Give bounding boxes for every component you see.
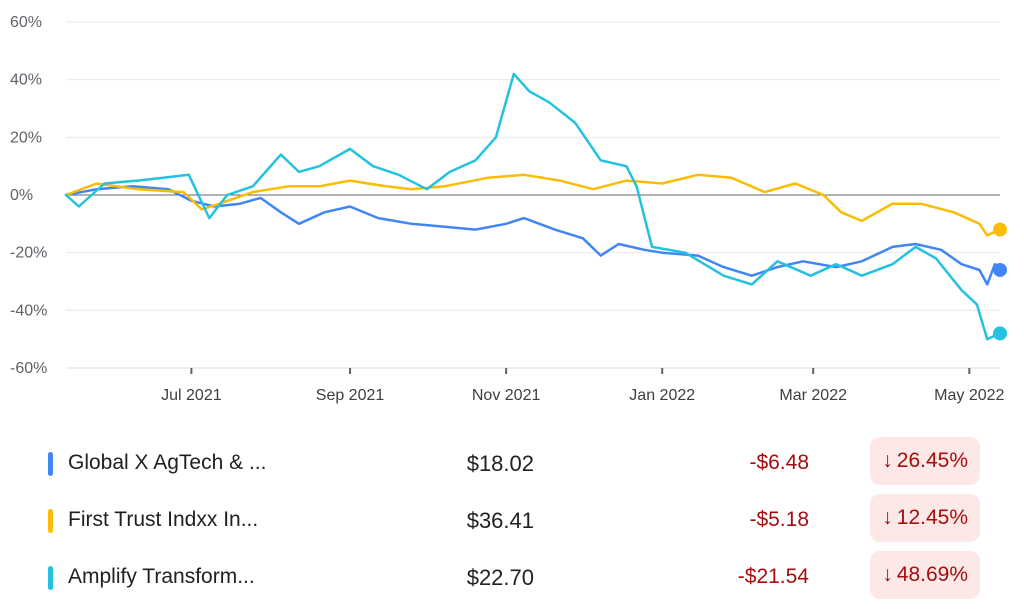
y-tick-label: 20% — [10, 129, 42, 146]
x-tick-label: Nov 2021 — [472, 387, 541, 404]
legend-row[interactable]: Global X AgTech & ... $18.02 -$6.48 ↓ 26… — [0, 432, 1024, 489]
price-change: -$6.48 — [749, 451, 809, 474]
fund-name: Amplify Transform... — [68, 565, 255, 588]
y-tick-label: -40% — [10, 302, 47, 319]
fund-price: $22.70 — [466, 565, 534, 590]
series-end-dot — [993, 326, 1007, 341]
legend-row[interactable]: Amplify Transform... $22.70 -$21.54 ↓ 48… — [0, 546, 1024, 603]
price-change: -$5.18 — [749, 508, 809, 531]
series-color-swatch — [48, 509, 53, 533]
fund-name: First Trust Indxx In... — [68, 508, 259, 531]
fund-price: $36.41 — [466, 508, 534, 533]
series-line — [64, 72, 1002, 341]
down-arrow-icon: ↓ — [882, 563, 893, 586]
x-tick-label: Sep 2021 — [316, 387, 385, 404]
x-tick-label: Mar 2022 — [779, 387, 847, 404]
legend-row[interactable]: First Trust Indxx In... $36.41 -$5.18 ↓ … — [0, 489, 1024, 546]
percent-change-badge: ↓ 12.45% — [870, 494, 980, 542]
y-tick-label: 40% — [10, 72, 42, 89]
series-end-dot — [993, 222, 1007, 237]
fund-name: Global X AgTech & ... — [68, 451, 267, 474]
y-tick-label: -20% — [10, 245, 47, 262]
y-tick-label: 60% — [10, 14, 42, 31]
percent-change-value: 26.45% — [896, 449, 968, 472]
series-line — [64, 185, 1002, 286]
percent-change-badge: ↓ 48.69% — [870, 551, 980, 599]
y-tick-label: 0% — [10, 187, 33, 204]
percent-change-badge: ↓ 26.45% — [870, 437, 980, 485]
y-tick-label: -60% — [10, 360, 47, 377]
price-change: -$21.54 — [737, 565, 809, 588]
down-arrow-icon: ↓ — [882, 506, 893, 529]
series-color-swatch — [48, 566, 53, 590]
x-tick-label: Jul 2021 — [161, 387, 222, 404]
x-tick-label: May 2022 — [934, 387, 1004, 404]
x-tick-label: Jan 2022 — [629, 387, 695, 404]
fund-price: $18.02 — [466, 451, 534, 476]
down-arrow-icon: ↓ — [882, 449, 893, 472]
percent-change-value: 48.69% — [896, 563, 968, 586]
series-color-swatch — [48, 452, 53, 476]
comparison-line-chart: 60% 40% 20% 0% -20% -40% -60% Jul 2021 Sep 2021 N… — [10, 14, 1007, 404]
percent-change-value: 12.45% — [896, 506, 968, 529]
legend-table: Global X AgTech & ... $18.02 -$6.48 ↓ 26… — [0, 432, 1024, 603]
series-end-dot — [993, 262, 1007, 277]
series-line — [64, 173, 1002, 237]
